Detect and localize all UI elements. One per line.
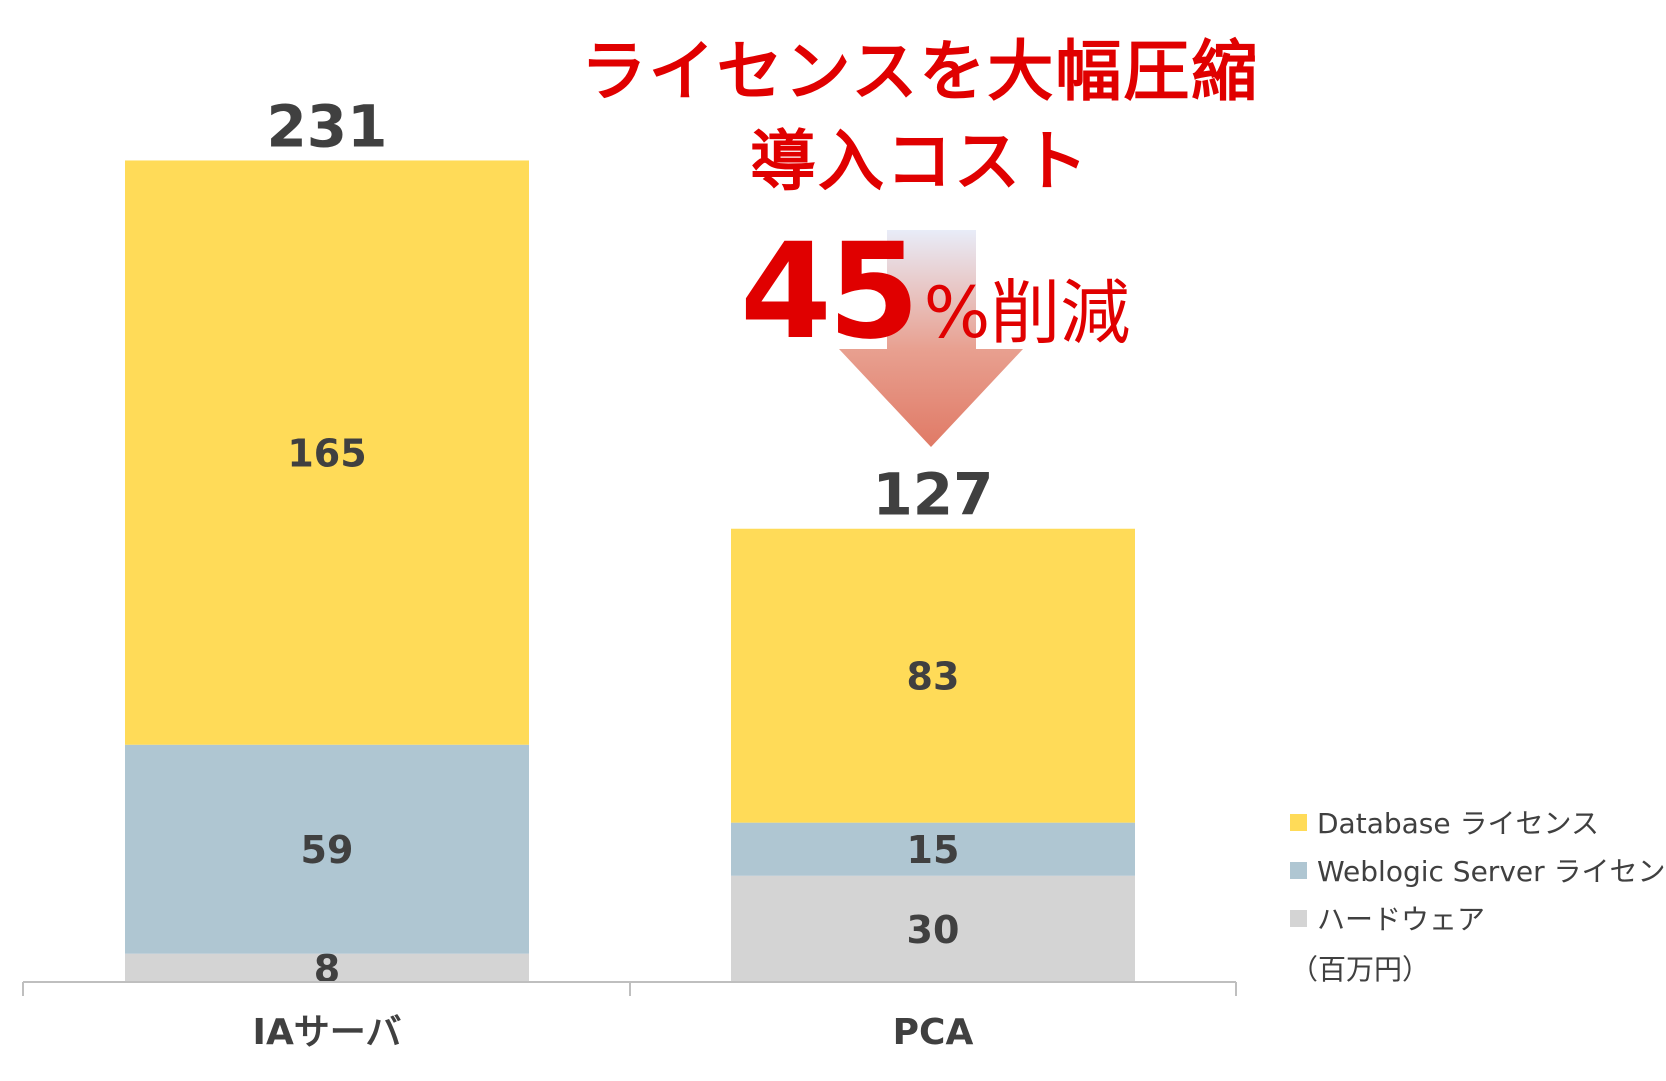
reduction-arrow [839,230,1023,447]
total-label-1: 127 [872,461,993,529]
total-label-0: 231 [266,92,387,160]
bar-segment-1-2 [731,528,1135,823]
reduction-value: 45 [740,215,920,369]
data-label-1-1: 15 [907,828,960,872]
legend-swatch-hardware [1290,909,1307,927]
category-label-1: PCA [893,1012,974,1053]
bar-segment-0-0 [125,953,529,982]
unit-label: （百万円） [1290,953,1431,986]
data-label-0-0: 8 [314,947,340,991]
legend-label-database: Database ライセンス [1317,807,1599,840]
chart-legend: Database ライセンス Weblogic Server ライセンス ハード… [1290,798,1666,994]
legend-item-weblogic: Weblogic Server ライセンス [1290,846,1666,894]
legend-swatch-database [1290,813,1307,831]
reduction-suffix: %削減 [923,272,1131,354]
bar-segment-0-2 [125,160,529,745]
bar-segment-1-0 [731,875,1135,982]
bar-segment-0-1 [125,744,529,954]
bar-segment-1-1 [731,822,1135,876]
headline-line-1: ライセンスを大幅圧縮 [580,33,1260,110]
reduction-callout: 45 %削減 [740,222,1130,383]
category-label-0: IAサーバ [253,1012,402,1053]
legend-label-hardware: ハードウェア [1317,903,1486,936]
legend-item-database: Database ライセンス [1290,798,1666,846]
legend-label-weblogic: Weblogic Server ライセンス [1317,855,1666,888]
data-label-0-2: 165 [287,432,366,476]
legend-item-hardware: ハードウェア [1290,894,1666,942]
legend-swatch-weblogic [1290,861,1307,879]
data-label-1-0: 30 [907,908,960,952]
headline-line-2: 導入コスト [750,123,1090,200]
data-label-0-1: 59 [301,828,354,872]
data-label-1-2: 83 [907,655,960,699]
